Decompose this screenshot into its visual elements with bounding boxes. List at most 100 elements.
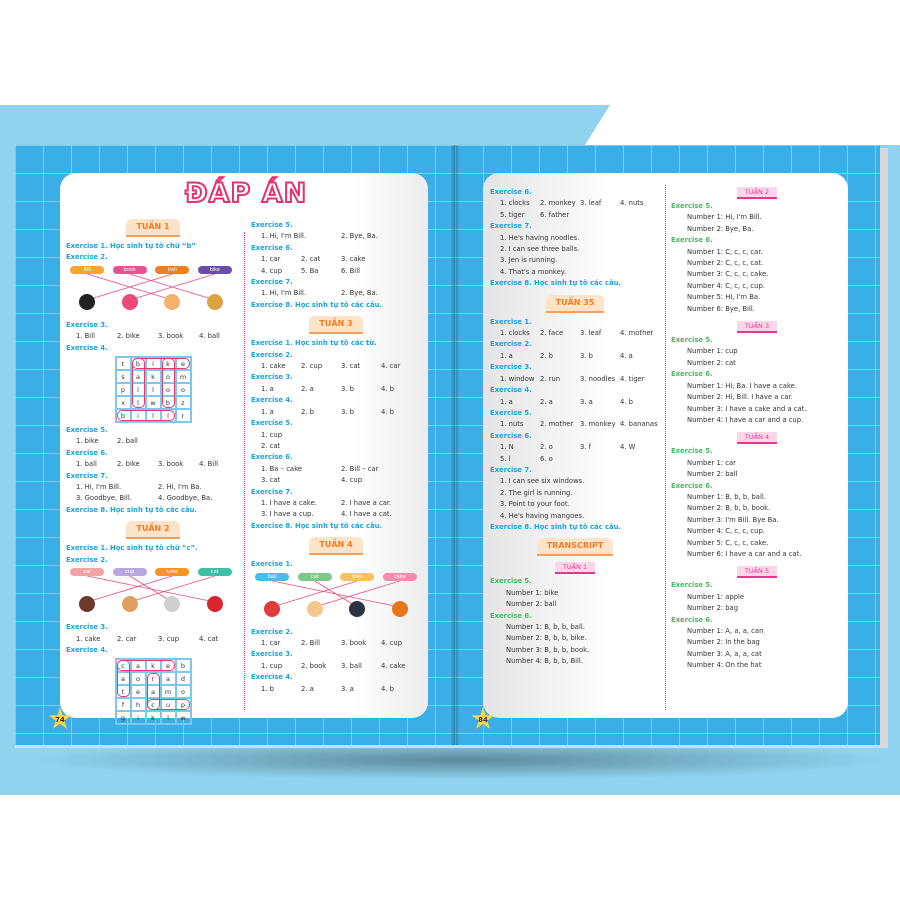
answer-item: 2. face	[540, 329, 564, 338]
transcript-line: Number 6: I have a car and a cat.	[687, 549, 802, 558]
grid-cell: b	[175, 659, 191, 673]
matching-line	[129, 575, 215, 603]
answer-item: 3. b	[341, 407, 354, 416]
circled-word	[116, 410, 175, 422]
answer-row: 1. car 2. Bill 3. book 4. cup	[251, 638, 421, 649]
transcript-week-heading: TUẦN 2	[736, 187, 778, 199]
answer-line: 4. That's a monkey.	[500, 267, 567, 276]
answer-item: 2. monkey	[540, 199, 576, 208]
answer-item: 2. run	[540, 374, 561, 383]
grid-cell: c	[145, 698, 161, 712]
matching-lines	[272, 580, 400, 607]
matching-exercise: car cup cake cat	[66, 566, 240, 622]
word-label: cat	[297, 572, 332, 581]
exercise-title: Exercise 3.	[66, 623, 108, 632]
answer-item: 3. book	[158, 332, 184, 341]
transcript-line: Number 1: C, c, c, car.	[687, 247, 763, 256]
grid-cell: i	[145, 357, 161, 371]
answer-row: 1. Hi, I'm Bill. 2. Hi, I'm Ba. 3. Goodbye…	[66, 482, 240, 505]
answer-item: 1. Hi, I'm Bill.	[261, 232, 307, 241]
transcript-line: Number 1: A, a, a, can	[687, 627, 764, 635]
answer-item: 3. monkey	[580, 420, 616, 429]
transcript-line: Number 4: On the hat	[687, 661, 762, 670]
transcript-line: Number 1: bike	[506, 588, 559, 597]
exercise-title: Exercise 4.	[490, 386, 532, 395]
grid-cell: l	[145, 383, 161, 397]
transcript-exercise-title: Exercise 6.	[671, 615, 713, 624]
answer-item: 2. a	[301, 384, 314, 393]
answer-item: 3. cat	[341, 362, 361, 371]
answer-item: 4. W	[620, 443, 636, 452]
grid-cell: a	[115, 672, 131, 686]
exercise-title: Exercise 8. Học sinh tự tô các câu.	[490, 522, 622, 531]
answer-item: 1. a	[261, 384, 274, 393]
answer-item: 1. b	[261, 684, 274, 693]
answer-item: 1. Hi, I'm Bill.	[76, 483, 122, 492]
answer-line: 3. Point to your foot.	[500, 500, 570, 509]
answer-item: 3. book	[341, 638, 367, 647]
transcript-line: Number 1: car	[687, 458, 736, 467]
grid-cell: p	[175, 698, 191, 712]
grid-cell: o	[130, 672, 146, 686]
answer-item: 1. car	[261, 255, 281, 264]
grid-cell: h	[130, 698, 146, 712]
ball-icon	[79, 293, 96, 310]
answer-row: 5. tiger 6. father	[490, 210, 660, 221]
word-label: bike	[197, 265, 232, 274]
answer-item: 2. b	[540, 351, 553, 360]
left-column-2: Exercise 5. 1. Hi, I'm Bill. 2. Bye, Ba. Ex…	[251, 220, 421, 695]
grid-cell: o	[160, 383, 176, 397]
grid-cell: z	[175, 396, 191, 410]
answer-row: 1. a 2. a 3. b 4. b	[251, 384, 421, 395]
answer-item: 4. b	[381, 407, 394, 416]
answer-item: 4. ball	[199, 332, 220, 341]
exercise-title: Exercise 6.	[66, 448, 108, 457]
transcript-exercise-title: Exercise 5.	[490, 577, 532, 586]
exercise-title: Exercise 7.	[66, 471, 108, 480]
answer-item: 4. I have a cat.	[341, 510, 392, 519]
word-label: bike	[340, 572, 375, 581]
answer-item	[620, 210, 660, 221]
transcript-exercise-title: Exercise 5.	[671, 447, 713, 456]
exercise-title: Exercise 2.	[66, 253, 108, 262]
car-icon	[206, 596, 223, 613]
transcript-line: Number 1: B, b, b, ball.	[687, 492, 766, 501]
answer-row: 1. cake 2. cup 3. cat 4. car	[251, 361, 421, 372]
answer-item: 4. cup	[341, 476, 363, 485]
answer-row: 1. bike 2. ball	[66, 436, 240, 447]
grid-cell: r	[145, 672, 161, 686]
exercise-title: Exercise 8. Học sinh tự tô các câu.	[251, 300, 383, 309]
answer-item: 2. Bill – car	[341, 464, 379, 473]
answer-item: 2. bike	[117, 460, 140, 469]
answer-item: 5. tiger	[500, 210, 525, 219]
answer-item: 4. cat	[199, 634, 219, 643]
column-divider	[244, 232, 245, 710]
left-column-1: TUẦN 1 Exercise 1. Học sinh tự tô chữ “b”…	[66, 214, 240, 727]
matching-line	[314, 580, 400, 607]
exercise-title: Exercise 7.	[490, 222, 532, 231]
grid-cell: i	[130, 711, 146, 725]
exercise-title: Exercise 2.	[66, 555, 108, 564]
exercise-title: Exercise 1.	[251, 560, 293, 569]
answer-item: 2. o	[540, 443, 553, 452]
grid-cell: e	[160, 659, 176, 673]
exercise-title: Exercise 4.	[66, 645, 108, 654]
answer-line: 1. I can see six windows.	[500, 477, 585, 486]
answer-item: 2. mother	[540, 420, 574, 429]
word-label: ball	[155, 265, 190, 274]
exercise-title: Exercise 5.	[251, 221, 293, 229]
answer-item: 1. cup	[261, 661, 283, 670]
transcript-line: Number 2: In the bag	[687, 638, 760, 647]
answer-row: 1. window 2. run 3. noodles 4. tiger	[490, 374, 660, 385]
grid-cell: t	[115, 357, 131, 371]
answer-item: 3. leaf	[580, 329, 602, 338]
answer-item: 6. father	[540, 210, 570, 219]
grid-cell: o	[160, 370, 176, 384]
answer-row: 1. car 2. cat 3. cake	[251, 254, 421, 265]
exercise-title: Exercise 4.	[66, 343, 108, 352]
matching-line	[87, 273, 173, 301]
transcript-line: Number 3: C, c, c, cake.	[687, 270, 769, 279]
transcript-line: Number 1: Hi, Ba. I have a cake.	[687, 381, 797, 390]
exercise-title: Exercise 1. Học sinh tự tô chữ “b”	[66, 242, 196, 250]
